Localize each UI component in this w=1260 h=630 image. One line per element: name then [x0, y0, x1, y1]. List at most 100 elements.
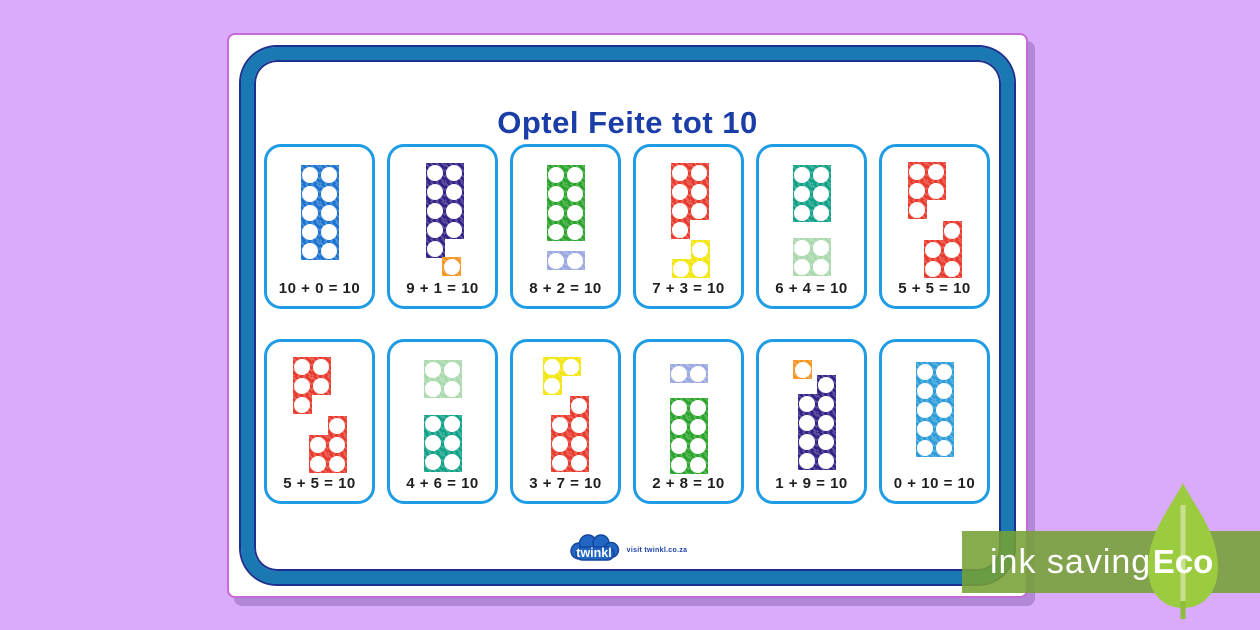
numicon-cell	[319, 165, 339, 184]
numicon-cell	[546, 222, 566, 241]
numicon-cell	[811, 257, 831, 277]
numicon-cell	[669, 455, 689, 474]
numicon-cell	[423, 360, 443, 379]
numicon-hole	[571, 435, 587, 452]
numicon-cell	[915, 362, 935, 381]
fact-card: 8 + 2 = 10	[510, 144, 621, 309]
equation-label: 4 + 6 = 10	[406, 475, 479, 492]
numicon-shapes	[882, 348, 987, 470]
numicon-cell	[327, 416, 347, 435]
fact-card: 6 + 4 = 10	[756, 144, 867, 309]
numicon-cell	[569, 434, 589, 453]
numicon-hole	[313, 377, 329, 394]
equation-label: 5 + 5 = 10	[898, 280, 971, 297]
numicon-cell	[442, 379, 462, 398]
numicon-cell	[811, 238, 831, 258]
fact-card: 2 + 8 = 10	[633, 339, 744, 504]
numicon-nine-shape	[797, 375, 836, 470]
numicon-ten-shape	[915, 362, 954, 457]
numicon-hole	[672, 221, 688, 238]
numicon-cell	[811, 203, 831, 222]
numicon-cell	[934, 362, 954, 381]
numicon-hole	[444, 435, 460, 452]
numicon-cell	[327, 454, 347, 473]
numicon-hole	[818, 414, 834, 431]
numicon-cell	[308, 454, 328, 473]
numicon-cell	[442, 257, 461, 277]
numicon-cell	[793, 360, 812, 379]
numicon-cell	[300, 184, 320, 203]
numicon-hole	[690, 437, 706, 454]
numicon-hole	[548, 223, 564, 240]
numicon-hole	[425, 380, 441, 397]
equation-label: 10 + 0 = 10	[278, 280, 361, 297]
numicon-cell	[423, 433, 443, 453]
numicon-cell	[319, 203, 339, 222]
numicon-cell	[319, 222, 339, 241]
numicon-hole	[936, 363, 952, 380]
numicon-hole	[329, 455, 345, 472]
numicon-shapes	[636, 348, 741, 474]
numicon-cell	[689, 163, 709, 182]
numicon-hole	[799, 414, 815, 431]
numicon-hole	[818, 433, 834, 450]
eco-leaf-icon	[1148, 483, 1218, 619]
numicon-hole	[443, 258, 460, 275]
fact-card: 3 + 7 = 10	[510, 339, 621, 504]
numicon-cell	[442, 452, 462, 472]
eco-badge-label: Eco	[1152, 543, 1214, 580]
numicon-hole	[571, 416, 587, 433]
numicon-hole	[692, 241, 708, 258]
numicon-hole	[925, 260, 941, 277]
numicon-cell	[442, 360, 462, 379]
numicon-cell	[300, 203, 320, 222]
numicon-five-shape	[923, 221, 962, 278]
numicon-cell	[670, 220, 690, 239]
equation-label: 6 + 4 = 10	[775, 280, 848, 297]
numicon-hole	[928, 182, 944, 199]
numicon-cell	[569, 415, 589, 434]
numicon-cell	[816, 394, 836, 413]
numicon-hole	[936, 420, 952, 437]
numicon-cell	[425, 239, 445, 258]
numicon-cell	[797, 432, 817, 451]
numicon-cell	[327, 435, 347, 454]
numicon-cell	[319, 241, 339, 260]
numicon-hole	[310, 455, 326, 472]
numicon-hole	[548, 166, 564, 183]
numicon-cell	[816, 451, 836, 470]
fact-card: 10 + 0 = 10	[264, 144, 375, 309]
numicon-shapes	[759, 153, 864, 277]
numicon-hole	[691, 164, 707, 181]
fact-card: 5 + 5 = 10	[264, 339, 375, 504]
numicon-cell	[816, 375, 836, 394]
numicon-cell	[926, 162, 946, 181]
numicon-shapes	[513, 153, 618, 275]
numicon-hole	[313, 358, 329, 375]
numicon-hole	[794, 239, 810, 256]
numicon-cell	[797, 451, 817, 470]
numicon-hole	[321, 166, 337, 183]
numicon-two-shape	[669, 364, 708, 383]
numicon-cell	[792, 184, 812, 203]
numicon-hole	[794, 185, 810, 202]
numicon-hole	[672, 202, 688, 219]
numicon-hole	[567, 185, 583, 202]
fact-cards-grid: 10 + 0 = 10 9 + 1 = 10 8 + 2 = 10 7 + 3 = 1…	[264, 144, 990, 504]
leaf-stem	[1180, 505, 1186, 601]
numicon-shapes	[267, 348, 372, 473]
numicon-hole	[692, 260, 708, 277]
numicon-hole	[425, 454, 441, 471]
numicon-hole	[917, 382, 933, 399]
numicon-cell	[915, 381, 935, 400]
visit-link-text[interactable]: visit twinkl.co.za	[626, 546, 688, 554]
numicon-cell	[423, 414, 443, 434]
numicon-cell	[689, 182, 709, 201]
numicon-hole	[818, 452, 834, 469]
fact-card: 9 + 1 = 10	[387, 144, 498, 309]
numicon-hole	[444, 454, 460, 471]
numicon-hole	[294, 396, 310, 413]
numicon-cell	[670, 201, 690, 220]
numicon-five-shape	[292, 357, 331, 414]
numicon-cell	[671, 259, 691, 279]
